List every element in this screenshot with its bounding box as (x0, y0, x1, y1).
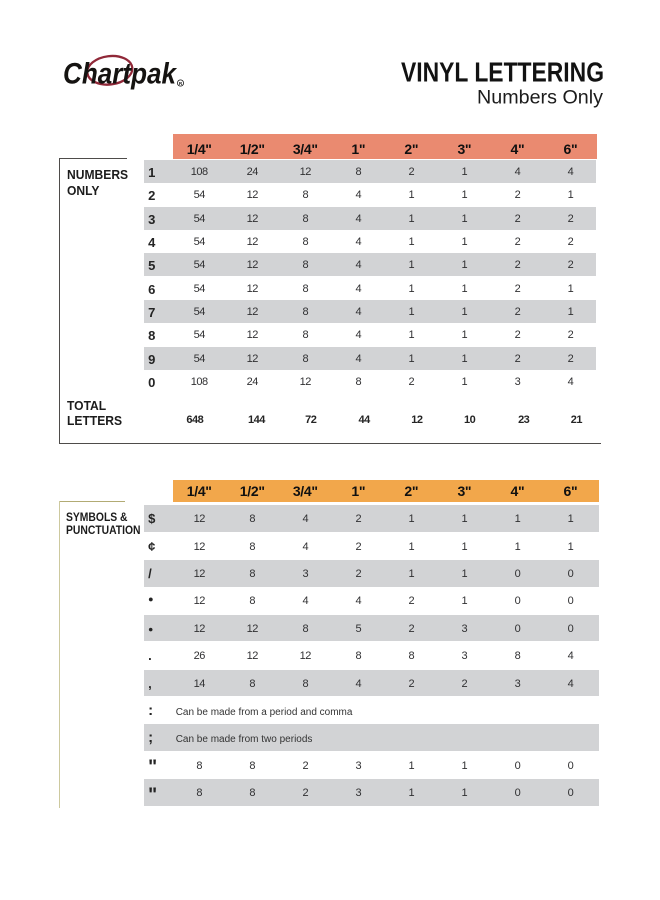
svg-text:VINYL LETTERING: VINYL LETTERING (401, 56, 604, 87)
svg-text:Numbers Only: Numbers Only (477, 88, 604, 109)
svg-text:R: R (179, 81, 183, 86)
svg-text:Chartpak: Chartpak (63, 58, 177, 91)
